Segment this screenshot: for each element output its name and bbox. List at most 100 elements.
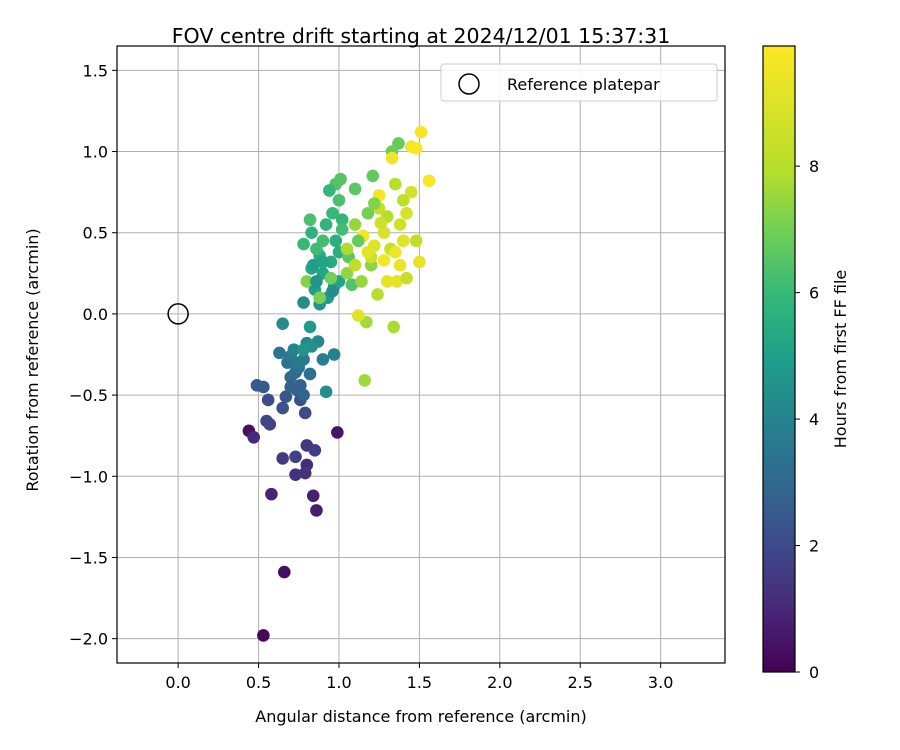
data-point — [340, 242, 354, 256]
data-point — [388, 177, 402, 191]
chart-title: FOV centre drift starting at 2024/12/01 … — [172, 24, 671, 48]
data-point — [306, 489, 320, 503]
data-point — [303, 367, 317, 381]
data-point — [257, 629, 270, 642]
data-point — [326, 206, 339, 220]
data-point — [405, 185, 418, 199]
data-point — [397, 193, 410, 207]
x-axis-ticks: 0.0 0.5 1.0 1.5 2.0 2.5 3.0 — [165, 663, 673, 692]
data-point — [351, 309, 365, 322]
data-point — [335, 223, 349, 236]
data-point — [348, 182, 362, 196]
data-point — [361, 206, 375, 220]
data-point — [306, 258, 320, 272]
data-point — [276, 452, 289, 465]
data-point — [265, 487, 278, 501]
data-point — [313, 291, 326, 304]
data-point — [345, 278, 359, 291]
data-point — [377, 226, 391, 240]
data-point — [298, 406, 312, 420]
data-point — [310, 275, 323, 288]
data-point — [348, 218, 362, 231]
y-tick-label: 1.5 — [83, 61, 108, 80]
data-point — [294, 379, 307, 392]
data-point — [409, 234, 423, 248]
data-point — [319, 218, 333, 231]
data-point — [316, 255, 330, 269]
data-point — [397, 234, 410, 248]
data-point — [371, 288, 384, 301]
y-axis-label: Rotation from reference (arcmin) — [23, 228, 42, 491]
data-point — [319, 385, 333, 399]
colorbar-tick-label: 0 — [809, 663, 819, 682]
data-point — [380, 275, 394, 288]
y-axis-ticks: −2.0 −1.5 −1.0 −0.5 0.0 0.5 1.0 1.5 — [69, 61, 117, 649]
data-point — [298, 466, 312, 480]
data-point — [393, 258, 407, 272]
data-point — [297, 388, 310, 402]
data-point — [284, 380, 298, 394]
data-point — [340, 267, 354, 280]
y-tick-label: 0.0 — [83, 305, 108, 324]
x-tick-label: 0.0 — [165, 673, 190, 692]
data-point — [374, 216, 388, 230]
data-point — [361, 245, 375, 259]
colorbar-tick-label: 4 — [809, 410, 819, 429]
data-point — [393, 218, 407, 231]
data-point — [332, 193, 346, 207]
data-point — [297, 343, 310, 356]
data-point — [390, 275, 404, 288]
x-tick-label: 2.0 — [487, 673, 512, 692]
data-point — [289, 468, 302, 481]
data-point — [287, 343, 301, 356]
data-point — [257, 380, 270, 394]
data-point — [303, 320, 317, 334]
data-point — [292, 356, 306, 369]
data-point — [316, 353, 330, 366]
data-points — [242, 125, 436, 642]
data-point — [305, 226, 318, 240]
data-point — [273, 346, 286, 360]
data-point — [276, 401, 289, 415]
data-point — [400, 206, 413, 220]
colorbar — [762, 45, 796, 673]
data-point — [334, 172, 347, 186]
data-point — [247, 431, 261, 444]
data-point — [323, 184, 336, 197]
x-tick-label: 2.5 — [568, 673, 593, 692]
data-point — [366, 169, 380, 183]
x-tick-label: 0.5 — [246, 673, 271, 692]
y-tick-label: −0.5 — [69, 386, 108, 405]
data-point — [326, 284, 339, 298]
colorbar-label: Hours from first FF file — [831, 270, 850, 449]
data-point — [324, 271, 338, 285]
colorbar-tick-label: 2 — [809, 537, 819, 556]
data-point — [409, 141, 423, 155]
data-point — [385, 151, 399, 165]
legend: Reference platepar — [440, 63, 718, 102]
data-point — [261, 393, 275, 407]
legend-label: Reference platepar — [507, 75, 660, 94]
y-tick-label: 1.0 — [83, 143, 108, 162]
data-point — [316, 234, 330, 248]
data-point — [300, 275, 314, 288]
data-point — [358, 374, 372, 387]
data-point — [348, 258, 362, 272]
plot-frame — [116, 45, 726, 664]
data-point — [335, 213, 349, 227]
data-point — [327, 348, 341, 361]
data-point — [422, 174, 436, 188]
data-point — [297, 237, 310, 251]
data-point — [351, 234, 365, 248]
colorbar-ticks: 0 2 4 6 8 — [795, 157, 819, 682]
data-point — [310, 504, 323, 517]
data-point — [414, 125, 428, 139]
x-tick-label: 1.0 — [326, 673, 351, 692]
data-point — [400, 271, 413, 285]
y-tick-label: −1.5 — [69, 548, 108, 567]
data-point — [377, 254, 391, 267]
data-point — [276, 317, 289, 330]
data-point — [388, 245, 402, 259]
data-point — [413, 255, 426, 269]
